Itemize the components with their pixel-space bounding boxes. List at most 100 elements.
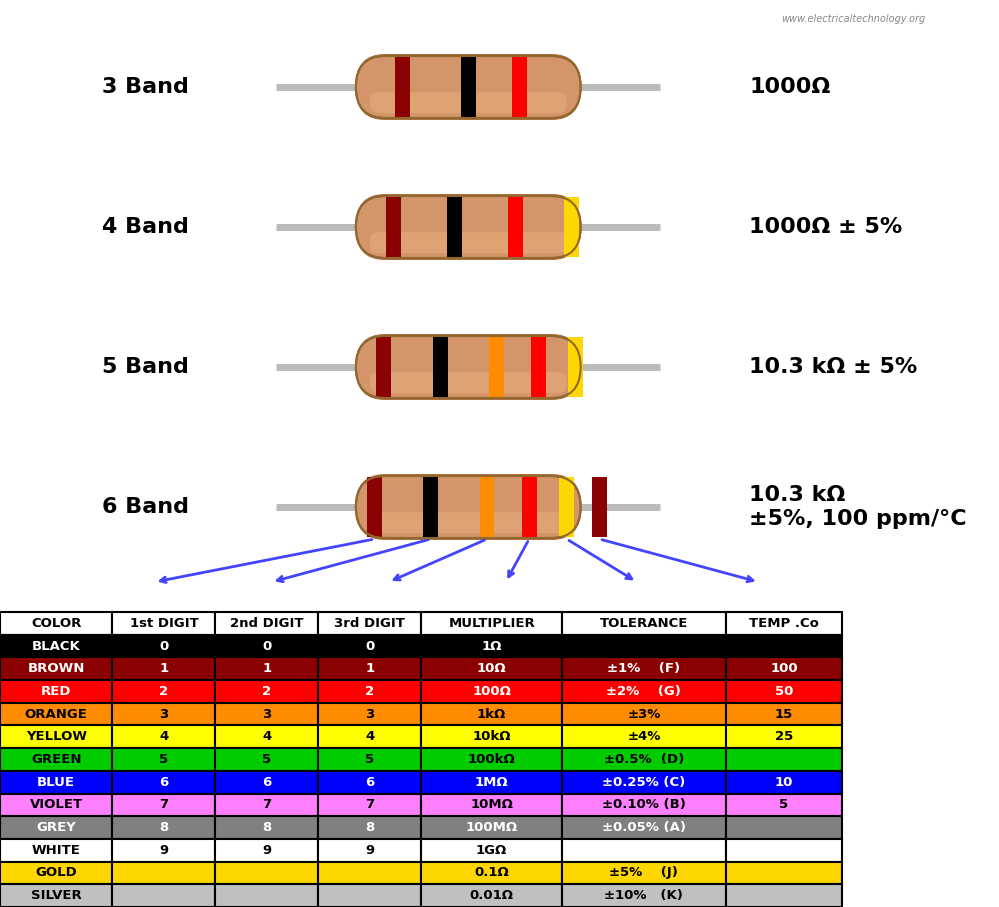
Text: 5: 5: [263, 753, 272, 766]
Bar: [319, 635, 422, 658]
Bar: [461, 57, 476, 117]
Text: ±0.05% (A): ±0.05% (A): [601, 821, 686, 834]
Bar: [561, 726, 726, 748]
Bar: [216, 794, 319, 816]
Bar: [521, 477, 536, 537]
Bar: [726, 748, 842, 771]
Text: 50: 50: [774, 685, 793, 697]
Text: 10.3 kΩ ± 5%: 10.3 kΩ ± 5%: [749, 357, 917, 377]
Text: 0: 0: [159, 639, 169, 652]
Text: 2: 2: [159, 685, 169, 697]
Text: 10.3 kΩ
±5%, 100 ppm/°C: 10.3 kΩ ±5%, 100 ppm/°C: [749, 485, 967, 529]
Bar: [0, 658, 112, 680]
Text: 4: 4: [159, 730, 169, 744]
FancyBboxPatch shape: [356, 196, 580, 258]
Bar: [561, 635, 726, 658]
Text: 15: 15: [775, 707, 793, 721]
Text: 1MΩ: 1MΩ: [475, 775, 508, 789]
Bar: [112, 612, 216, 635]
Text: 9: 9: [366, 844, 375, 857]
Text: YELLOW: YELLOW: [26, 730, 87, 744]
Bar: [0, 703, 112, 726]
Text: 5 Band: 5 Band: [102, 357, 189, 377]
Bar: [561, 839, 726, 862]
Text: COLOR: COLOR: [31, 617, 81, 629]
Text: 8: 8: [366, 821, 375, 834]
Bar: [422, 862, 561, 884]
Bar: [507, 197, 522, 257]
Bar: [319, 658, 422, 680]
Bar: [216, 680, 319, 703]
Bar: [422, 680, 561, 703]
Text: GREEN: GREEN: [31, 753, 82, 766]
Bar: [112, 839, 216, 862]
Bar: [559, 477, 574, 537]
Bar: [396, 57, 411, 117]
Bar: [216, 816, 319, 839]
Bar: [319, 771, 422, 794]
Bar: [0, 816, 112, 839]
Text: BLUE: BLUE: [37, 775, 75, 789]
Bar: [319, 680, 422, 703]
Bar: [531, 337, 546, 397]
Text: 7: 7: [159, 798, 169, 812]
Bar: [216, 612, 319, 635]
Bar: [216, 771, 319, 794]
FancyBboxPatch shape: [356, 194, 580, 260]
Bar: [561, 658, 726, 680]
Text: 2: 2: [263, 685, 272, 697]
Bar: [561, 771, 726, 794]
Text: RED: RED: [41, 685, 72, 697]
Text: 1000Ω ± 5%: 1000Ω ± 5%: [749, 217, 902, 237]
Bar: [112, 703, 216, 726]
Bar: [216, 862, 319, 884]
Bar: [0, 794, 112, 816]
Bar: [367, 477, 382, 537]
Bar: [112, 794, 216, 816]
Bar: [561, 612, 726, 635]
Bar: [726, 862, 842, 884]
Text: 3: 3: [263, 707, 272, 721]
Bar: [726, 884, 842, 907]
Text: VIOLET: VIOLET: [30, 798, 83, 812]
Text: 5: 5: [159, 753, 169, 766]
Text: 100kΩ: 100kΩ: [468, 753, 515, 766]
Bar: [726, 839, 842, 862]
Text: 1: 1: [263, 662, 272, 675]
Bar: [112, 884, 216, 907]
Text: 0.1Ω: 0.1Ω: [475, 866, 509, 880]
FancyBboxPatch shape: [370, 373, 566, 393]
Bar: [112, 658, 216, 680]
Text: 10: 10: [774, 775, 793, 789]
Bar: [216, 635, 319, 658]
Bar: [422, 771, 561, 794]
Text: 8: 8: [263, 821, 272, 834]
Text: 4 Band: 4 Band: [102, 217, 189, 237]
Bar: [0, 771, 112, 794]
Text: 10kΩ: 10kΩ: [473, 730, 510, 744]
Text: 3: 3: [159, 707, 169, 721]
Bar: [422, 884, 561, 907]
Bar: [726, 794, 842, 816]
FancyBboxPatch shape: [370, 93, 566, 113]
Bar: [726, 680, 842, 703]
Bar: [319, 862, 422, 884]
Text: 3rd DIGIT: 3rd DIGIT: [335, 617, 406, 629]
Bar: [216, 703, 319, 726]
Text: TEMP .Co: TEMP .Co: [749, 617, 819, 629]
Text: 6: 6: [366, 775, 375, 789]
Bar: [319, 703, 422, 726]
Bar: [422, 794, 561, 816]
Bar: [561, 703, 726, 726]
Text: 0: 0: [263, 639, 272, 652]
Bar: [512, 57, 527, 117]
FancyBboxPatch shape: [356, 54, 580, 120]
Bar: [591, 477, 606, 537]
Bar: [0, 726, 112, 748]
Bar: [112, 748, 216, 771]
Bar: [561, 884, 726, 907]
Bar: [319, 794, 422, 816]
Bar: [0, 748, 112, 771]
Bar: [422, 635, 561, 658]
Bar: [319, 839, 422, 862]
